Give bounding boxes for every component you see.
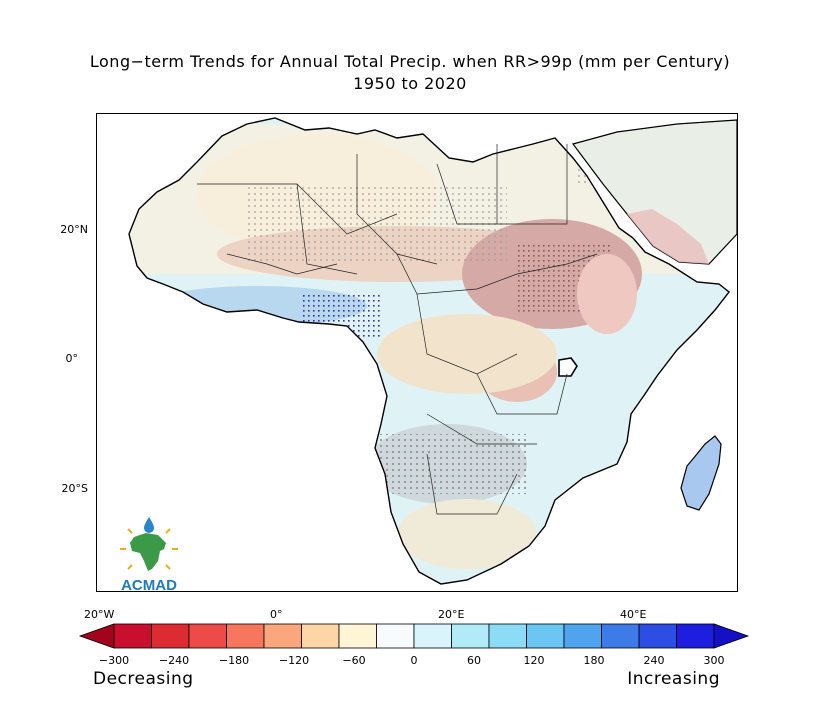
logo-text: ACMAD xyxy=(121,577,177,593)
map-subtitle: 1950 to 2020 xyxy=(353,74,467,93)
madagascar xyxy=(680,435,722,511)
colorbar-swatch xyxy=(526,623,565,649)
colorbar-swatch xyxy=(151,623,190,649)
lat-label-20s: 20°S xyxy=(61,482,88,495)
legend-decreasing-label: Decreasing xyxy=(93,669,194,689)
colorbar-tick-label: −180 xyxy=(218,654,250,667)
colorbar-swatch xyxy=(413,623,452,649)
lon-label-0: 0° xyxy=(270,608,283,621)
colorbar-tick-label: 120 xyxy=(523,654,545,667)
lon-label-40e: 40°E xyxy=(620,608,647,621)
colorbar-tick-label: 180 xyxy=(583,654,605,667)
colorbar xyxy=(78,623,750,649)
lon-label-20w: 20°W xyxy=(84,608,115,621)
colorbar-swatch xyxy=(601,623,640,649)
colorbar-tick-label: 240 xyxy=(643,654,665,667)
africa-silhouette-icon xyxy=(130,533,166,571)
acmad-logo: ACMAD xyxy=(120,517,178,593)
lat-label-0: 0° xyxy=(65,352,79,365)
colorbar-min-triangle xyxy=(78,623,115,649)
colorbar-tick-label: −120 xyxy=(278,654,310,667)
colorbar-swatch xyxy=(338,623,377,649)
map-panel xyxy=(96,113,738,592)
colorbar-swatch xyxy=(451,623,490,649)
colorbar-swatch xyxy=(488,623,527,649)
colorbar-swatch xyxy=(676,623,715,649)
colorbar-tick-label: 60 xyxy=(467,654,481,667)
lon-label-20e: 20°E xyxy=(438,608,465,621)
colorbar-swatch xyxy=(188,623,227,649)
country-borders xyxy=(197,144,598,515)
colorbar-tick-label: 0 xyxy=(410,654,418,667)
africa-coastline xyxy=(128,117,730,585)
lat-label-20n: 20°N xyxy=(60,223,88,236)
colorbar-tick-label: −240 xyxy=(158,654,190,667)
colorbar-swatch xyxy=(563,623,602,649)
colorbar-swatch xyxy=(301,623,340,649)
map-title: Long−term Trends for Annual Total Precip… xyxy=(89,52,731,71)
colorbar-swatch xyxy=(226,623,265,649)
lake-victoria xyxy=(558,357,578,377)
colorbar-swatch xyxy=(263,623,302,649)
water-drop-icon xyxy=(144,517,154,533)
legend-increasing-label: Increasing xyxy=(627,669,720,689)
colorbar-swatch xyxy=(376,623,415,649)
africa-map xyxy=(128,117,737,585)
colorbar-max-triangle xyxy=(713,623,750,649)
colorbar-tick-label: 300 xyxy=(703,654,725,667)
colorbar-swatch xyxy=(638,623,677,649)
colorbar-tick-label: −60 xyxy=(342,654,366,667)
colorbar-swatch xyxy=(113,623,152,649)
colorbar-tick-label: −300 xyxy=(98,654,130,667)
